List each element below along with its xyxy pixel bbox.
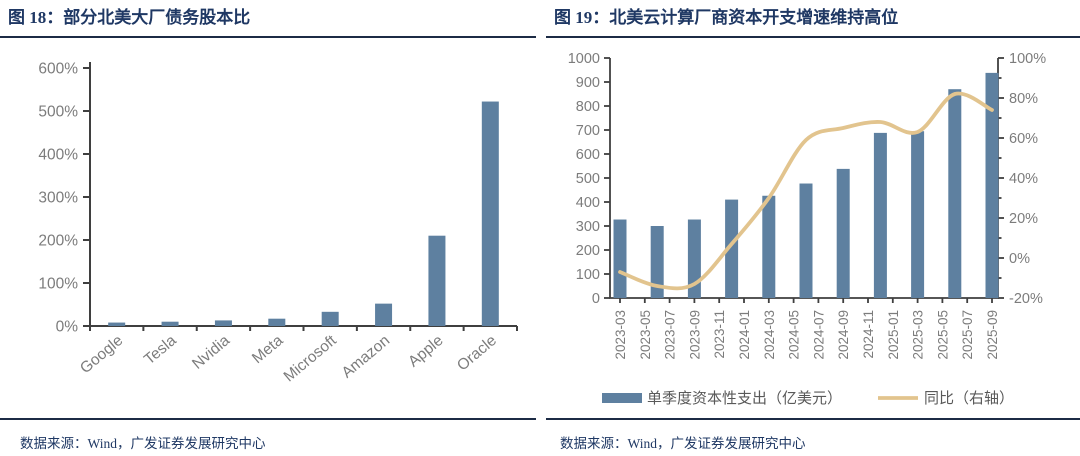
right-y-axis-label: 20% (1009, 211, 1038, 227)
debt-equity-bar (214, 320, 232, 326)
debt-equity-chart-area: 0% 100% 200% 300% 400% 500% 600% Google Tesla Nvi… (0, 38, 540, 418)
x-axis-label: 2025-07 (960, 310, 975, 360)
right-y-axis-label: 60% (1009, 131, 1038, 147)
y-axis-label: 0% (56, 319, 79, 336)
capex-bar (687, 219, 701, 298)
debt-equity-bar (161, 321, 179, 326)
left-y-axis-label: 300 (576, 219, 600, 235)
debt-equity-chart: 0% 100% 200% 300% 400% 500% 600% Google Tesla Nvi… (38, 61, 518, 386)
x-axis-label: 2024-05 (787, 310, 802, 360)
capex-bar (725, 199, 739, 298)
debt-equity-bar (375, 303, 393, 326)
x-axis-label: 2024-07 (811, 310, 826, 360)
y-axis-label: 200% (38, 233, 78, 250)
x-axis-label: 2025-03 (911, 310, 926, 360)
x-axis-label: 2023-07 (663, 310, 678, 360)
capex-bar (911, 131, 925, 298)
x-axis-label: Google (77, 332, 126, 377)
left-y-axis-label: 700 (576, 123, 600, 139)
y-axis-label: 400% (38, 147, 78, 164)
right-y-axis-label: -20% (1009, 291, 1043, 307)
left-y-axis-label: 400 (576, 195, 600, 211)
capex-bar (762, 195, 776, 298)
capex-bar (873, 132, 887, 298)
right-y-axis-label: 0% (1009, 251, 1030, 267)
x-axis-label: 2024-09 (836, 310, 851, 360)
right-y-axis-label: 40% (1009, 171, 1038, 187)
y-axis-label: 300% (38, 190, 78, 207)
legend-line-label: 同比（右轴） (924, 390, 1014, 407)
legend-bar-swatch (602, 393, 642, 403)
y-axis-label: 500% (38, 104, 78, 121)
x-axis-label: Microsoft (281, 332, 341, 386)
x-axis-label: 2023-05 (638, 310, 653, 360)
capex-chart: 0 100 200 300 400 500 600 700 800 900 1000 -20% 0% 20… (568, 51, 1046, 407)
debt-equity-bar (428, 235, 446, 326)
capex-bar (650, 226, 664, 298)
x-axis-label: Nvidia (189, 332, 233, 373)
figure-18-panel: 图 18：部分北美大厂债务股本比 0% 100% 200% 300% 400% 500% 6… (0, 0, 540, 456)
capex-bar (799, 183, 813, 298)
x-axis-label: 2025-05 (935, 310, 950, 360)
left-y-axis-label: 100 (576, 267, 600, 283)
figure-18-source: 数据来源：Wind，广发证券发展研究中心 (0, 418, 536, 456)
figure-19-title: 图 19：北美云计算厂商资本开支增速维持高位 (546, 0, 1080, 38)
debt-equity-bar (108, 322, 126, 326)
x-axis-label: 2024-03 (762, 310, 777, 360)
x-axis-label: 2025-09 (985, 310, 1000, 360)
capex-bar (836, 168, 850, 298)
y-axis-label: 600% (38, 61, 78, 78)
x-axis-label: 2023-11 (712, 310, 727, 359)
left-y-axis-label: 1000 (568, 51, 600, 67)
x-axis-label: Apple (405, 332, 446, 371)
left-y-axis-label: 600 (576, 147, 600, 163)
figure-18-title: 图 18：部分北美大厂债务股本比 (0, 0, 536, 38)
axes (89, 62, 517, 327)
left-y-axis-label: 0 (592, 291, 600, 307)
left-y-axis-label: 900 (576, 75, 600, 91)
y-axis-label: 100% (38, 276, 78, 293)
debt-equity-bar (268, 318, 286, 326)
x-axis-label: Amazon (339, 332, 393, 382)
x-axis-label: 2025-01 (886, 310, 901, 360)
x-axis-label: 2024-01 (737, 310, 752, 360)
figure-19-panel: 图 19：北美云计算厂商资本开支增速维持高位 0 100 200 300 400 500 6… (540, 0, 1080, 456)
x-axis-label: Tesla (141, 332, 180, 369)
capex-bar (985, 72, 999, 298)
yoy-line (618, 91, 994, 291)
x-axis-label: 2023-03 (613, 310, 628, 360)
x-axis-label: Meta (249, 332, 287, 367)
legend-bar-label: 单季度资本性支出（亿美元） (647, 390, 842, 407)
capex-chart-area: 0 100 200 300 400 500 600 700 800 900 1000 -20% 0% 20… (540, 38, 1080, 418)
left-y-axis-label: 500 (576, 171, 600, 187)
x-axis-label: 2024-11 (861, 310, 876, 359)
right-y-axis-label: 80% (1009, 91, 1038, 107)
debt-equity-bar (481, 101, 499, 326)
left-y-axis-label: 200 (576, 243, 600, 259)
x-axis-label: Oracle (454, 332, 500, 374)
figure-19-source: 数据来源：Wind，广发证券发展研究中心 (546, 418, 1080, 456)
capex-bar (948, 89, 962, 298)
debt-equity-bar (321, 311, 339, 326)
left-y-axis-label: 800 (576, 99, 600, 115)
capex-bar (613, 219, 627, 298)
x-axis-label: 2023-09 (687, 310, 702, 360)
right-y-axis-label: 100% (1009, 51, 1046, 67)
